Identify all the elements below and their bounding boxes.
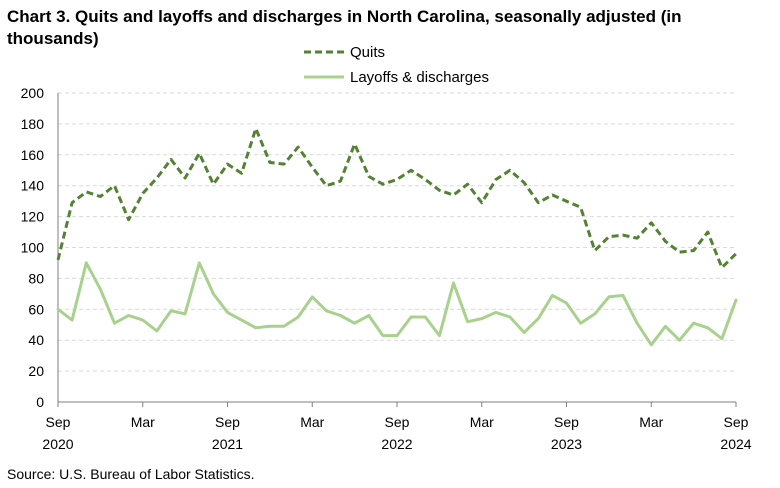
series-lines [56,127,738,347]
x-tick-month: Mar [639,414,663,430]
legend-item: Quits [304,44,385,61]
x-tick-year: 2020 [42,436,73,452]
y-tick-label: 200 [21,85,45,101]
gridlines [58,92,736,372]
x-tick-month: Mar [300,414,324,430]
legend: Quits Layoffs & discharges [304,44,489,86]
y-tick-label: 100 [21,240,45,256]
y-tick-label: 120 [21,209,45,225]
x-tick-month: Mar [131,414,155,430]
x-tick-month: Sep [554,414,579,430]
y-tick-label: 60 [28,301,44,317]
y-tick-label: 80 [28,270,44,286]
series-line-quits [56,127,738,270]
source-note: Source: U.S. Bureau of Labor Statistics. [7,466,255,482]
y-tick-label: 160 [21,147,45,163]
x-tick-month: Sep [724,414,749,430]
y-tick-label: 40 [28,332,44,348]
x-tick-year: 2021 [212,436,243,452]
y-tick-label: 180 [21,116,45,132]
legend-label: Quits [350,44,385,61]
chart-title: Chart 3. Quits and layoffs and discharge… [7,7,682,48]
x-tick-month: Sep [385,414,410,430]
y-tick-label: 20 [28,363,44,379]
legend-label: Layoffs & discharges [350,69,489,86]
x-axis-ticks: Sep 2020 Mar Sep 2021 Mar Sep 2022 Mar Sep 2023 Mar… [42,402,752,452]
series-line-layoffs-discharges [56,261,738,347]
y-tick-label: 140 [21,178,45,194]
x-tick-year: 2024 [720,436,751,452]
x-tick-month: Sep [46,414,71,430]
y-axis-ticks: 0 20 40 60 80 100 120 140 160 180 200 [21,85,45,410]
x-tick-month: Sep [215,414,240,430]
x-tick-year: 2023 [551,436,582,452]
legend-item: Layoffs & discharges [304,69,489,86]
x-tick-year: 2022 [381,436,412,452]
y-tick-label: 0 [36,394,44,410]
x-tick-month: Mar [470,414,494,430]
